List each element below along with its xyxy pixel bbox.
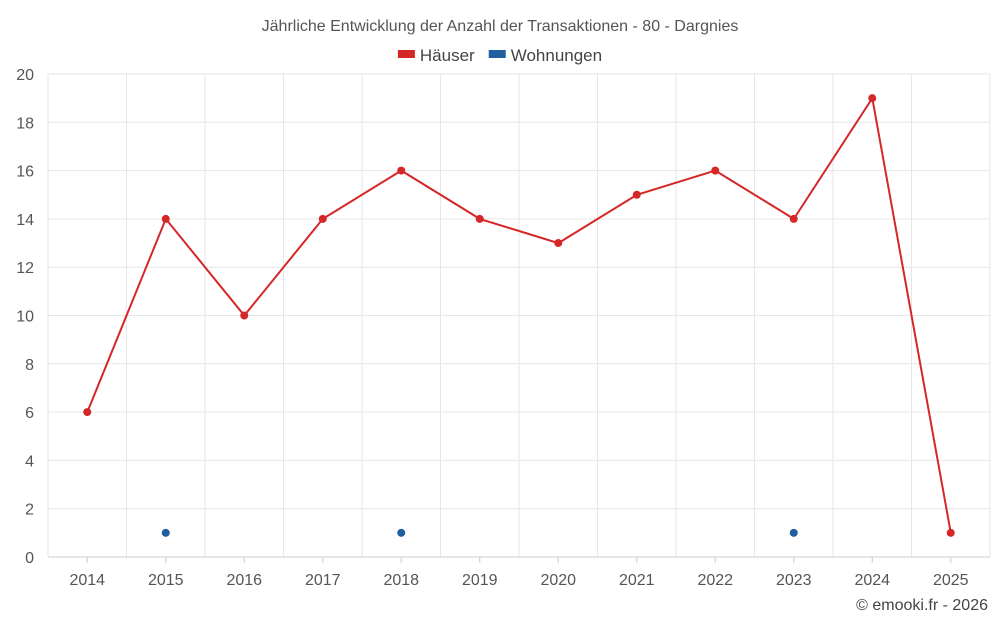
x-tick-label: 2018 (383, 572, 419, 589)
data-point (397, 528, 406, 537)
x-tick-label: 2014 (69, 572, 105, 589)
credit-text: © emooki.fr - 2026 (856, 597, 988, 614)
data-point (161, 528, 170, 537)
legend-item[interactable]: Wohnungen (488, 46, 602, 65)
legend-swatch (488, 50, 506, 58)
data-point (711, 166, 720, 175)
data-point (946, 528, 955, 537)
data-point (318, 214, 327, 223)
y-tick-label: 0 (25, 550, 34, 567)
y-tick-label: 8 (25, 357, 34, 374)
x-tick-label: 2021 (619, 572, 655, 589)
data-point (789, 214, 798, 223)
y-tick-label: 10 (16, 309, 34, 326)
x-tick-label: 2022 (697, 572, 733, 589)
y-tick-label: 20 (16, 67, 34, 84)
y-tick-label: 2 (25, 502, 34, 519)
x-tick-label: 2017 (305, 572, 341, 589)
y-tick-label: 6 (25, 405, 34, 422)
legend-item[interactable]: Häuser (397, 46, 475, 65)
data-point (554, 239, 563, 248)
x-tick-label: 2016 (226, 572, 262, 589)
data-point (240, 311, 249, 320)
series-0 (83, 94, 955, 537)
x-tick-label: 2015 (148, 572, 184, 589)
data-point (475, 214, 484, 223)
series-layer (83, 94, 955, 537)
x-tick-label: 2020 (540, 572, 576, 589)
data-point (868, 94, 877, 103)
y-tick-label: 16 (16, 164, 34, 181)
y-tick-label: 18 (16, 115, 34, 132)
legend-label: Wohnungen (511, 46, 602, 65)
data-point (632, 190, 641, 199)
y-tick-label: 12 (16, 260, 34, 277)
data-point (789, 528, 798, 537)
x-tick-label: 2023 (776, 572, 812, 589)
x-tick-label: 2024 (854, 572, 890, 589)
data-point (397, 166, 406, 175)
y-tick-label: 4 (25, 453, 34, 470)
grid (47, 73, 991, 558)
data-point (83, 408, 92, 417)
y-tick-label: 14 (16, 212, 34, 229)
x-tick-label: 2025 (933, 572, 969, 589)
legend: Häuser Wohnungen (397, 46, 602, 65)
x-tick-label: 2019 (462, 572, 498, 589)
axes: 0 2 4 6 8 10 12 14 16 18 20 2014 2015 2016 2017 2018 201… (16, 67, 990, 589)
series-line (86, 95, 952, 534)
legend-swatch (397, 50, 415, 58)
series-1 (161, 528, 798, 537)
legend-label: Häuser (420, 46, 475, 65)
chart-title: Jährliche Entwicklung der Anzahl der Tra… (262, 18, 739, 35)
data-point (161, 214, 170, 223)
